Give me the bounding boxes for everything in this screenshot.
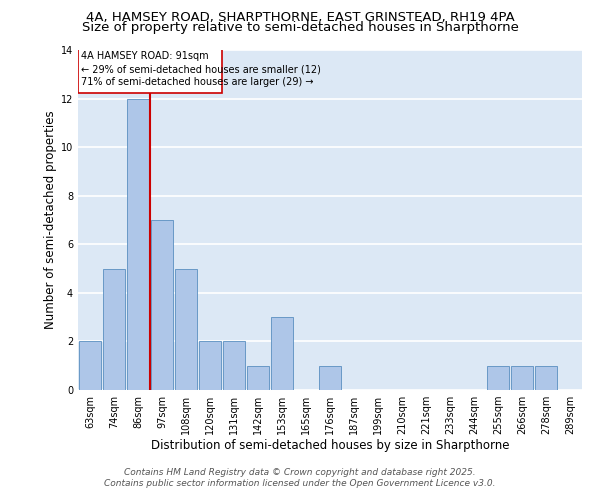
Bar: [175, 268, 197, 390]
Bar: [151, 220, 173, 390]
Bar: [127, 98, 149, 390]
Bar: [79, 49, 221, 92]
Bar: [199, 342, 221, 390]
Bar: [223, 342, 245, 390]
Text: 4A, HAMSEY ROAD, SHARPTHORNE, EAST GRINSTEAD, RH19 4PA: 4A, HAMSEY ROAD, SHARPTHORNE, EAST GRINS…: [86, 11, 514, 24]
Bar: [535, 366, 557, 390]
Text: ← 29% of semi-detached houses are smaller (12): ← 29% of semi-detached houses are smalle…: [82, 64, 321, 74]
Bar: [271, 317, 293, 390]
Text: 4A HAMSEY ROAD: 91sqm: 4A HAMSEY ROAD: 91sqm: [82, 50, 209, 60]
Bar: [511, 366, 533, 390]
Text: Size of property relative to semi-detached houses in Sharpthorne: Size of property relative to semi-detach…: [82, 22, 518, 35]
X-axis label: Distribution of semi-detached houses by size in Sharpthorne: Distribution of semi-detached houses by …: [151, 438, 509, 452]
Text: Contains HM Land Registry data © Crown copyright and database right 2025.
Contai: Contains HM Land Registry data © Crown c…: [104, 468, 496, 487]
Bar: [487, 366, 509, 390]
Bar: [319, 366, 341, 390]
Y-axis label: Number of semi-detached properties: Number of semi-detached properties: [44, 110, 56, 330]
Text: 71% of semi-detached houses are larger (29) →: 71% of semi-detached houses are larger (…: [82, 78, 314, 88]
Bar: [103, 268, 125, 390]
Bar: [79, 342, 101, 390]
Bar: [247, 366, 269, 390]
